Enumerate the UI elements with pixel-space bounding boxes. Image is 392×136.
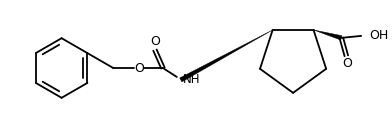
Text: O: O — [134, 61, 144, 75]
Polygon shape — [180, 30, 273, 82]
Text: OH: OH — [369, 29, 388, 42]
Text: O: O — [342, 57, 352, 70]
Polygon shape — [314, 30, 342, 40]
Text: O: O — [150, 35, 160, 48]
Text: NH: NH — [183, 73, 200, 86]
